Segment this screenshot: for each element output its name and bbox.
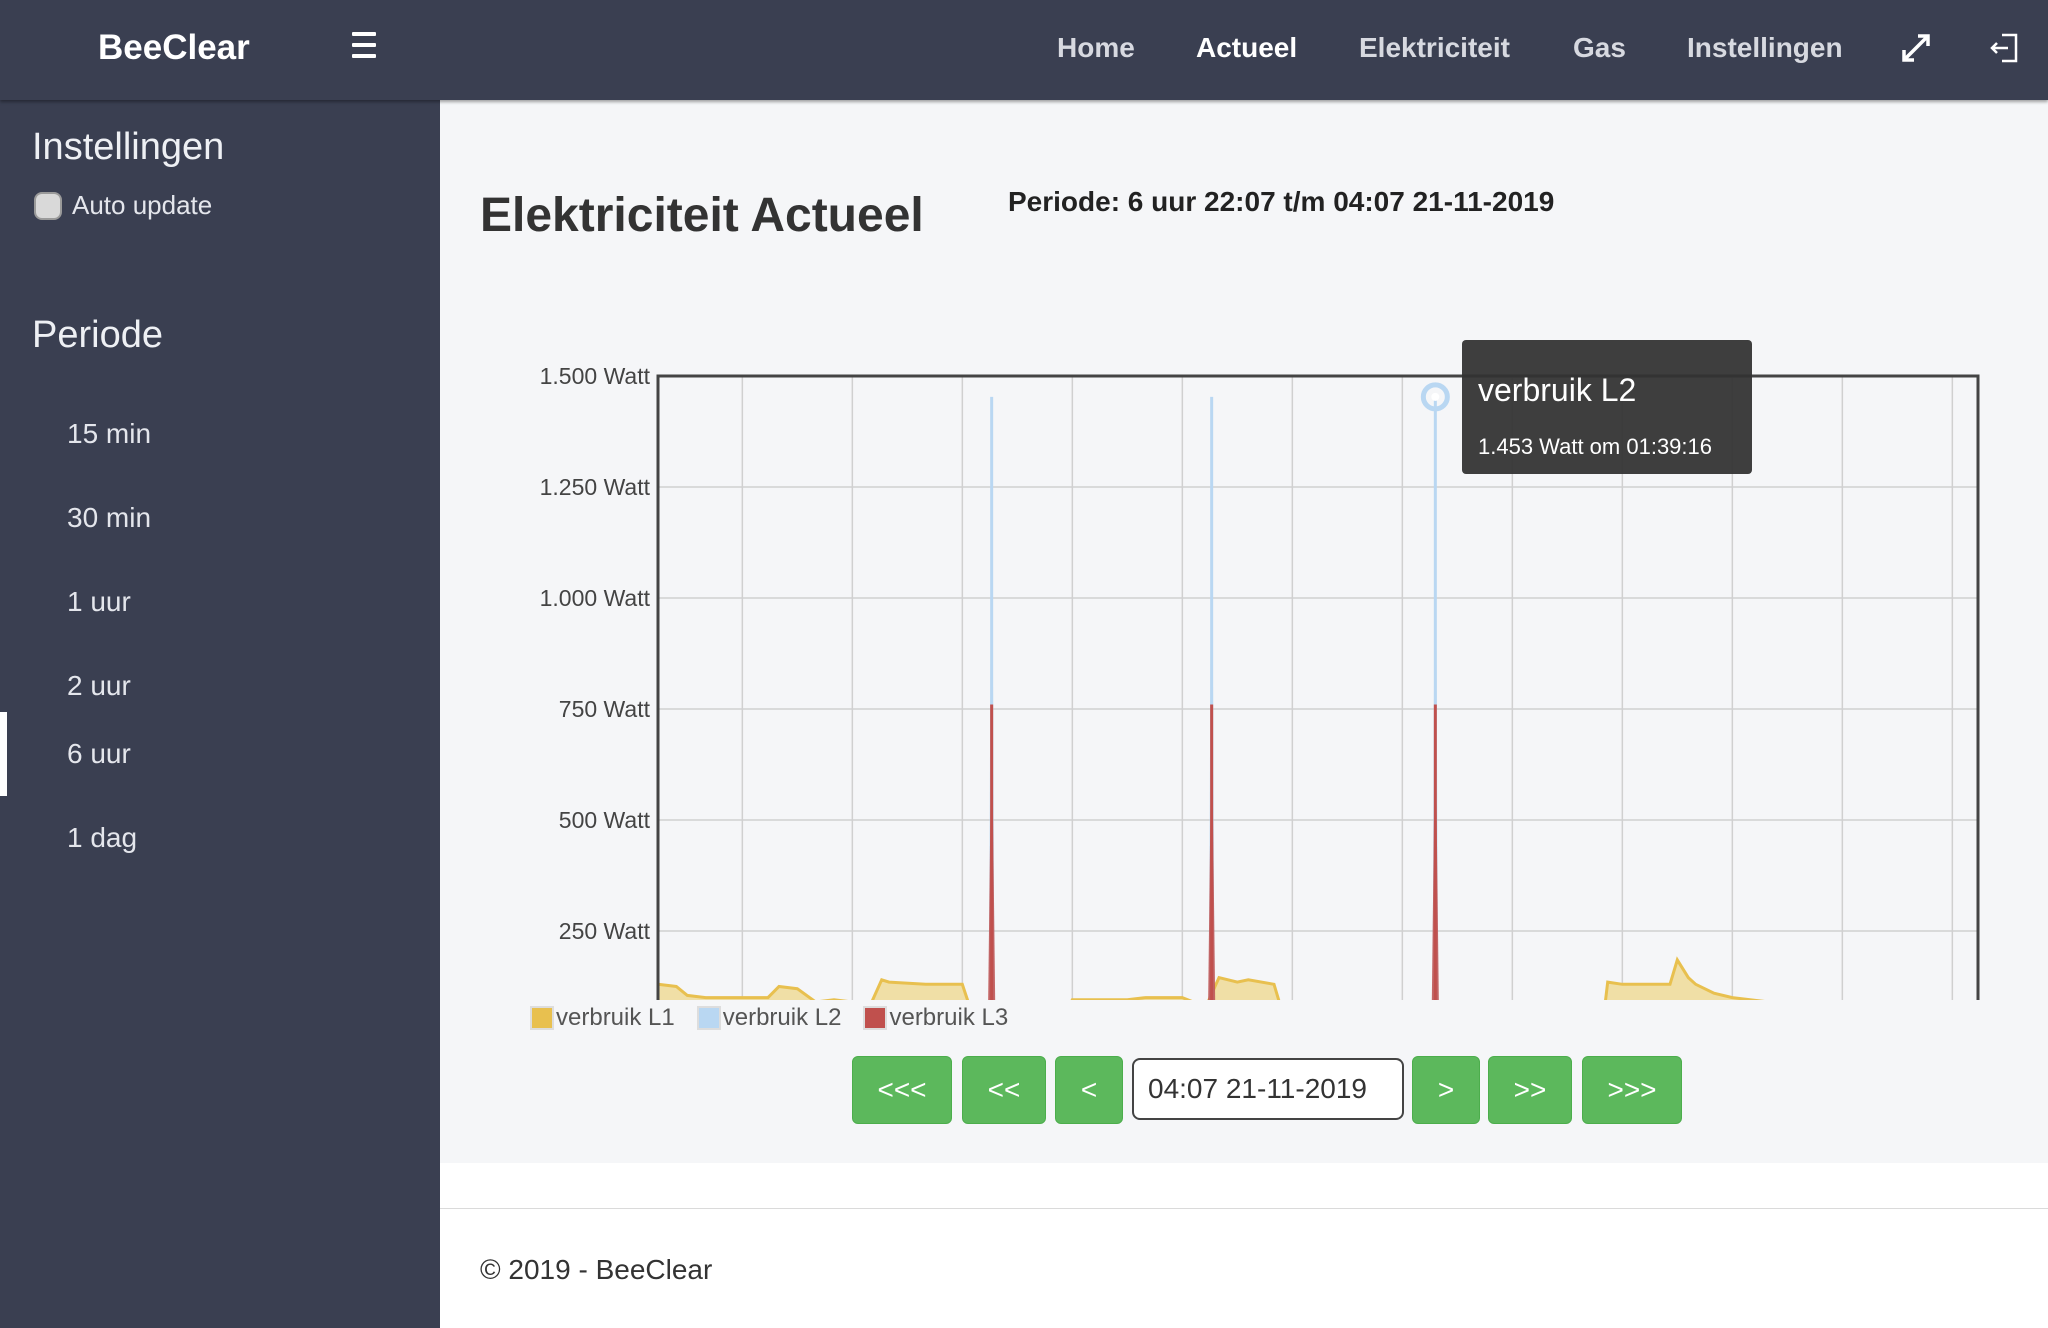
legend-label-l3: verbruik L3 [889,1004,1009,1031]
y-tick-label: 500 Watt [559,807,651,833]
period-1uur[interactable]: 1 uur [0,560,440,644]
hover-point-center [1431,392,1440,401]
period-1dag[interactable]: 1 dag [0,796,440,880]
y-tick-label: 250 Watt [559,918,651,944]
period-label: 1 dag [67,822,138,853]
hover-point-marker [1420,382,1450,412]
period-6uur[interactable]: 6 uur [0,712,440,796]
legend-item-l3[interactable]: verbruik L3 [863,1004,1008,1032]
footer-divider [440,1208,2048,1209]
plot-frame [656,374,1980,1000]
date-input[interactable] [1132,1058,1404,1120]
chart-legend: verbruik L1 verbruik L2 verbruik L3 [530,1004,1030,1032]
period-label: 6 uur [67,738,131,769]
periode-label: Periode: 6 uur 22:07 t/m 04:07 21-11-201… [1008,186,1555,217]
chart-areas [657,382,1765,1000]
nav-home[interactable]: Home [1057,32,1135,63]
sidebar: Instellingen Auto update Periode 15 min … [0,100,440,1328]
chart-tooltip: verbruik L2 1.453 Watt om 01:39:16 [1462,340,1752,474]
legend-swatch-l3 [863,1006,888,1030]
tooltip-title: verbruik L2 [1478,372,1637,408]
series-l1-area [658,959,1753,1000]
period-2uur[interactable]: 2 uur [0,644,440,728]
plot-background [658,376,1978,1000]
nav-gas[interactable]: Gas [1573,32,1626,63]
checkbox-box[interactable] [34,191,62,220]
tooltip-text: 1.453 Watt om 01:39:16 [1478,434,1712,459]
prev-button[interactable]: < [1055,1056,1123,1124]
nav-actueel[interactable]: Actueel [1196,32,1298,63]
y-tick-label: 750 Watt [559,696,651,722]
period-label: 1 uur [67,586,131,617]
period-label: 30 min [67,502,152,533]
main-area: Elektriciteit Actueel Periode: 6 uur 22:… [440,100,2048,1328]
period-30min[interactable]: 30 min [0,476,440,560]
period-label: 15 min [67,418,152,449]
brand-logo[interactable]: BeeClear [98,28,250,67]
footer-text: © 2019 - BeeClear [480,1254,713,1285]
top-bar: BeeClear Home Actueel Elektriciteit Gas … [0,0,2048,100]
nav-instellingen[interactable]: Instellingen [1687,32,1843,63]
expand-icon[interactable] [1898,30,1934,66]
period-15min[interactable]: 15 min [0,392,440,476]
chart-grid [658,375,1978,1000]
next-button[interactable]: > [1412,1056,1480,1124]
legend-item-l2[interactable]: verbruik L2 [696,1004,842,1032]
period-label: 2 uur [67,670,131,701]
y-tick-label: 1.250 Watt [540,474,651,500]
legend-swatch-l1 [530,1006,554,1030]
first-button[interactable]: <<< [852,1056,952,1124]
prev-large-button[interactable]: << [962,1056,1046,1124]
content-panel: Elektriciteit Actueel Periode: 6 uur 22:… [440,100,2048,1163]
legend-item-l1[interactable]: verbruik L1 [530,1004,675,1032]
legend-label-l1: verbruik L1 [556,1004,675,1031]
auto-update-checkbox[interactable]: Auto update [34,190,212,221]
auto-update-label: Auto update [72,190,213,220]
next-large-button[interactable]: >> [1488,1056,1572,1124]
legend-label-l2: verbruik L2 [722,1004,842,1031]
y-tick-label: 1.000 Watt [540,585,651,611]
settings-heading: Instellingen [32,126,225,168]
y-tick-label: 1.500 Watt [540,363,651,389]
legend-swatch-l2 [696,1006,721,1030]
series-l1-line [657,956,1765,1000]
page-title: Elektriciteit Actueel [480,189,924,242]
period-heading: Periode [32,314,163,356]
logout-icon[interactable] [1986,30,2022,66]
nav-elektriciteit[interactable]: Elektriciteit [1359,32,1510,63]
last-button[interactable]: >>> [1582,1056,1682,1124]
menu-toggle-icon[interactable] [348,32,380,68]
